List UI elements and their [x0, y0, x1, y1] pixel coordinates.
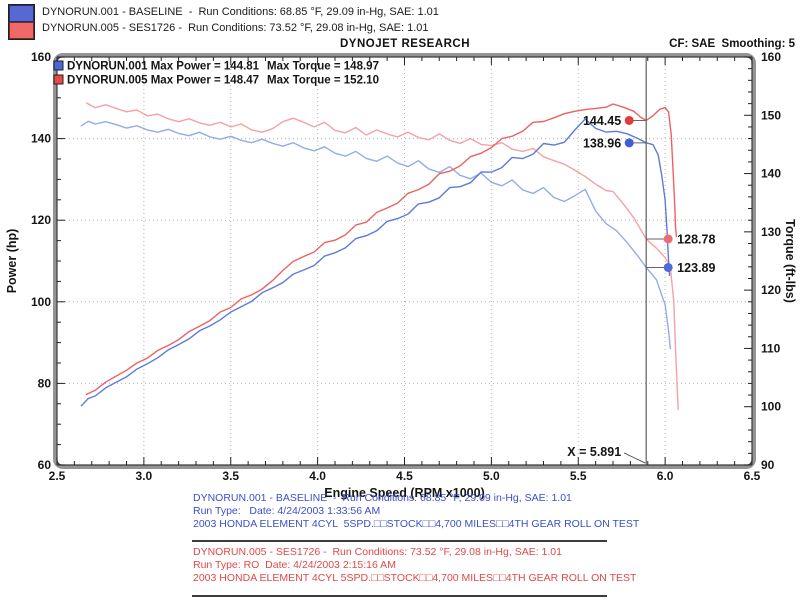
- svg-text:120: 120: [761, 283, 781, 297]
- svg-text:160: 160: [31, 50, 51, 64]
- x-axis-labels: 2.5 3.0 3.5 4.0 4.5 5.0 5.5 6.0 6.5: [49, 469, 761, 483]
- torque-axis-title: Torque (ft-lbs): [783, 219, 797, 303]
- curve-dynorun-005-power: [85, 103, 678, 396]
- svg-text:80: 80: [38, 376, 52, 390]
- plot-frame-outer: [53, 53, 756, 469]
- inplot-legend-swatch: [53, 60, 64, 71]
- run2-color-swatch: [9, 22, 34, 39]
- callout-dot: [624, 138, 634, 148]
- run1-info-conditions: DYNORUN.001 - BASELINE - Run Conditions:…: [193, 492, 572, 504]
- dyno-plot: 2.5 3.0 3.5 4.0 4.5 5.0 5.5 6.0 6.5 60 80 100 120 140…: [5, 50, 797, 500]
- svg-text:60: 60: [38, 458, 52, 472]
- inplot-legend-torque: Max Torque = 152.10: [267, 75, 379, 87]
- run1-info-block: DYNORUN.001 - BASELINE - Run Conditions:…: [193, 492, 639, 531]
- svg-text:3.5: 3.5: [222, 469, 239, 483]
- svg-text:100: 100: [31, 295, 51, 309]
- callout-value: 123.89: [677, 261, 715, 275]
- cursor-callout-123.89: 123.89: [646, 261, 715, 275]
- callout-value: 138.96: [583, 136, 621, 150]
- run1-color-swatch: [9, 5, 34, 22]
- run1-info-vehicle: 2003 HONDA ELEMENT 4CYL 5SPD.□□STOCK□□4,…: [193, 518, 640, 530]
- inplot-legend-run-power: DYNORUN.005 Max Power = 148.47: [67, 75, 259, 87]
- svg-text:140: 140: [761, 167, 781, 181]
- svg-text:160: 160: [761, 50, 781, 64]
- torque-axis-labels: 90 100 110 120 130 140 150 160: [761, 50, 781, 472]
- run2-info-conditions: DYNORUN.005 - SES1726 - Run Conditions: …: [193, 546, 562, 558]
- svg-text:120: 120: [31, 213, 51, 227]
- curves: [80, 102, 679, 411]
- svg-text:90: 90: [761, 458, 775, 472]
- svg-text:2.5: 2.5: [49, 469, 66, 483]
- inplot-max-legend: DYNORUN.001 Max Power = 144.81 Max Torque…: [53, 60, 379, 87]
- run2-info-runtype-date: Run Type: RO Date: 4/24/2003 2:15:16 AM: [193, 559, 396, 571]
- cursor-label-pointer: [623, 452, 646, 464]
- callout-dot: [663, 234, 673, 244]
- run2-info-block: DYNORUN.005 - SES1726 - Run Conditions: …: [193, 546, 636, 585]
- chart-title: DYNOJET RESEARCH: [339, 38, 471, 50]
- footer-bottom-rule: [192, 595, 607, 597]
- cursor-callout-144.45: 144.45: [583, 114, 647, 128]
- power-axis-title: Power (hp): [5, 229, 19, 294]
- curve-dynorun-001-torque: [80, 120, 671, 350]
- power-axis-labels: 60 80 100 120 140 160: [31, 50, 51, 472]
- svg-text:3.0: 3.0: [136, 469, 153, 483]
- svg-text:5.5: 5.5: [570, 469, 587, 483]
- run1-info-runtype-date: Run Type: Date: 4/24/2003 1:33:56 AM: [193, 505, 381, 517]
- run2-info-vehicle: 2003 HONDA ELEMENT 4CYL 5SPD.□□STOCK□□4,…: [193, 572, 637, 584]
- run2-legend-label: DYNORUN.005 - SES1726 - Run Conditions: …: [42, 22, 429, 34]
- inplot-legend-swatch: [53, 74, 64, 85]
- svg-text:100: 100: [761, 400, 781, 414]
- cursor: X = 5.891: [567, 57, 647, 465]
- cursor-x-label: X = 5.891: [567, 445, 621, 459]
- footer-divider: [192, 540, 607, 542]
- svg-text:6.0: 6.0: [657, 469, 674, 483]
- run-color-legend-icon: [8, 4, 35, 40]
- inplot-legend-torque: Max Torque = 148.97: [267, 61, 379, 73]
- svg-text:110: 110: [761, 341, 781, 355]
- run-legend: DYNORUN.001 - BASELINE - Run Conditions:…: [8, 4, 439, 40]
- x-axis-title: Engine Speed (RPM x1000): [324, 486, 484, 500]
- svg-text:140: 140: [31, 132, 51, 146]
- inplot-legend-run-power: DYNORUN.001 Max Power = 144.81: [67, 61, 260, 73]
- svg-text:5.0: 5.0: [483, 469, 500, 483]
- run1-legend-label: DYNORUN.001 - BASELINE - Run Conditions:…: [42, 6, 439, 18]
- svg-text:130: 130: [761, 225, 781, 239]
- svg-text:4.5: 4.5: [396, 469, 413, 483]
- svg-text:150: 150: [761, 108, 781, 122]
- callout-value: 144.45: [583, 114, 621, 128]
- callout-value: 128.78: [677, 232, 715, 246]
- svg-text:4.0: 4.0: [309, 469, 326, 483]
- callout-dot: [663, 262, 673, 272]
- gridlines: [57, 57, 752, 465]
- callout-dot: [624, 115, 634, 125]
- axis-ticks: [56, 56, 753, 466]
- curve-dynorun-005-torque: [85, 102, 679, 411]
- correction-smoothing-note: CF: SAE Smoothing: 5: [669, 38, 795, 50]
- cursor-callout-138.96: 138.96: [583, 136, 647, 150]
- svg-text:6.5: 6.5: [744, 469, 761, 483]
- curve-dynorun-001-power: [80, 118, 671, 407]
- cursor-callout-128.78: 128.78: [646, 232, 715, 246]
